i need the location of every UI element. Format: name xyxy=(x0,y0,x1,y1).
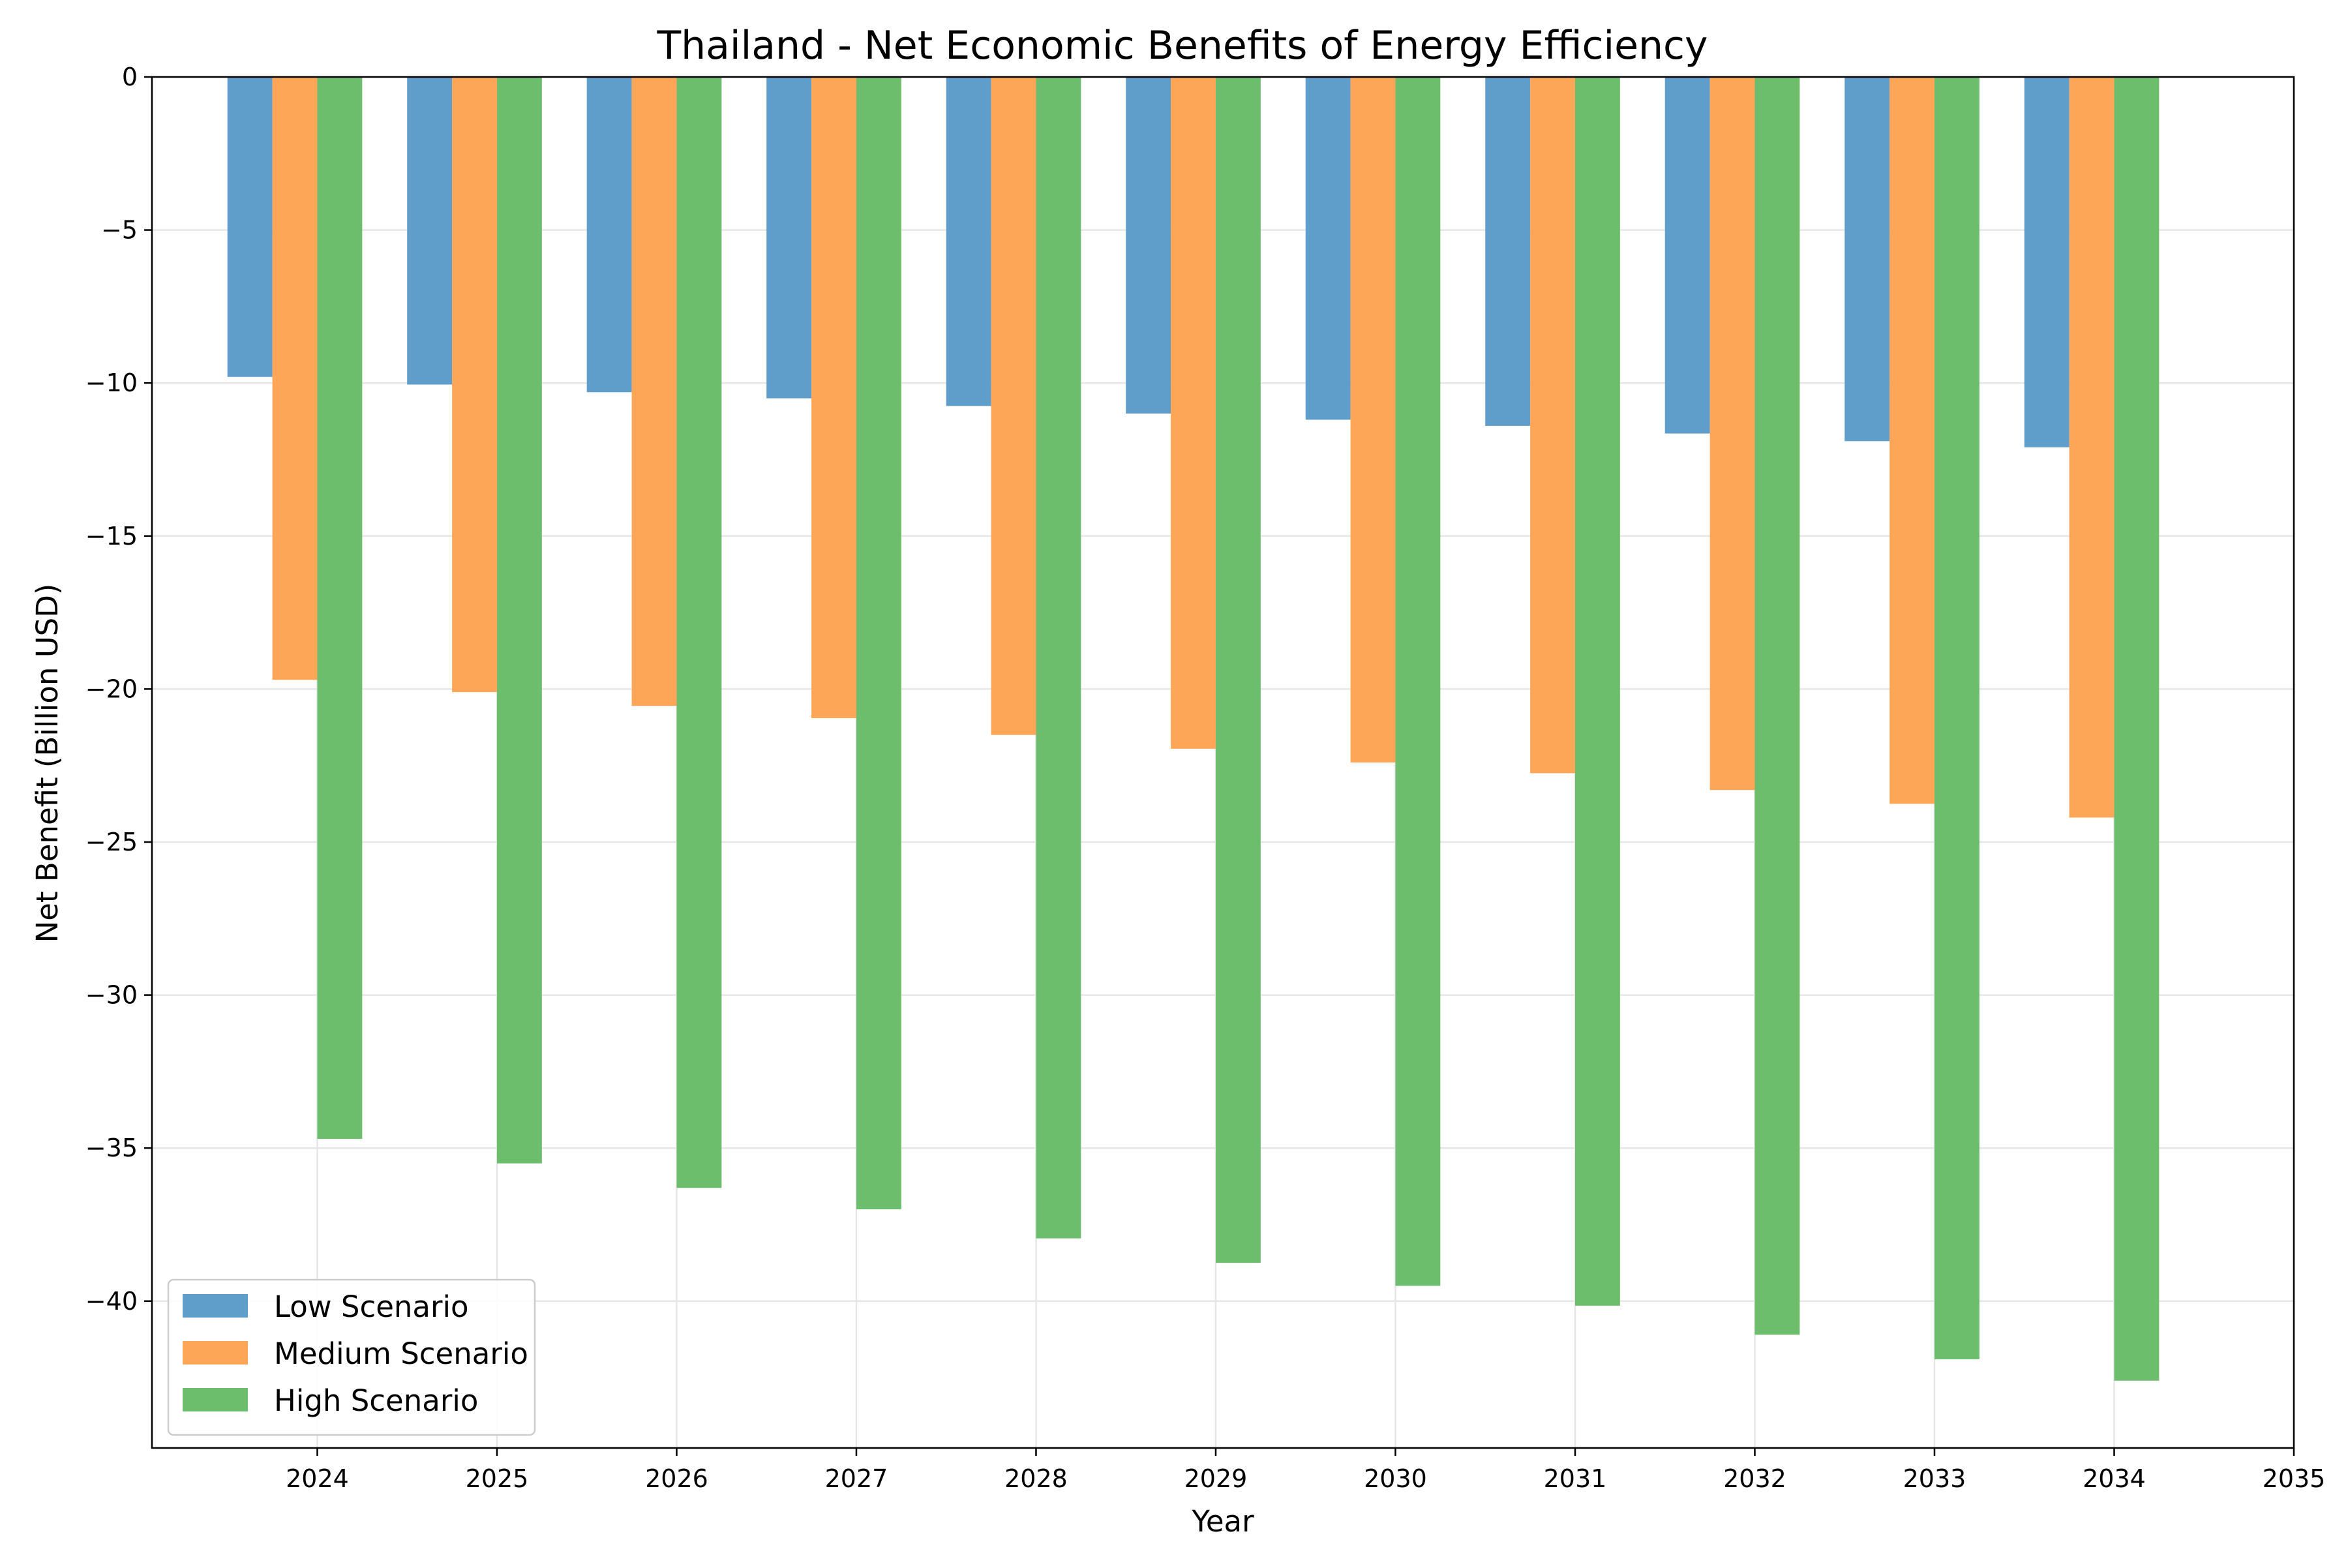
bar-low-scenario-2029 xyxy=(1126,77,1171,414)
bar-low-scenario-2027 xyxy=(766,77,812,399)
bar-low-scenario-2028 xyxy=(946,77,991,406)
bar-medium-scenario-2030 xyxy=(1350,77,1396,762)
bar-medium-scenario-2024 xyxy=(272,77,318,680)
y-axis-label: Net Benefit (Billion USD) xyxy=(30,584,65,943)
bar-high-scenario-2034 xyxy=(2114,77,2160,1381)
x-tick-label: 2025 xyxy=(466,1464,529,1493)
legend-swatch xyxy=(183,1388,248,1411)
legend-swatch xyxy=(183,1341,248,1364)
y-tick-label: −25 xyxy=(85,828,138,856)
bar-low-scenario-2026 xyxy=(586,77,632,393)
axis-ticks: 0 −5 −10 −15 −20 −25 −30 −35 −40 2024 2025 2026 2027… xyxy=(85,63,2326,1493)
legend: Low Scenario Medium Scenario High Scenario xyxy=(167,1278,536,1436)
bar-high-scenario-2026 xyxy=(676,77,722,1188)
bar-low-scenario-2031 xyxy=(1485,77,1531,426)
bar-medium-scenario-2032 xyxy=(1709,77,1755,791)
chart-title: Thailand - Net Economic Benefits of Ener… xyxy=(656,23,1708,68)
legend-label: High Scenario xyxy=(274,1383,478,1418)
bar-high-scenario-2033 xyxy=(1934,77,1979,1359)
bar-low-scenario-2030 xyxy=(1305,77,1351,420)
y-tick-label: −15 xyxy=(85,522,138,550)
x-tick-label: 2034 xyxy=(2083,1464,2146,1493)
x-tick-label: 2035 xyxy=(2263,1464,2326,1493)
x-axis-label: Year xyxy=(1191,1504,1254,1539)
legend-label: Medium Scenario xyxy=(274,1336,528,1371)
legend-swatch xyxy=(183,1294,248,1318)
bar-medium-scenario-2034 xyxy=(2069,77,2115,818)
y-tick-label: −20 xyxy=(85,674,138,703)
bar-low-scenario-2033 xyxy=(1844,77,1890,442)
bar-high-scenario-2027 xyxy=(856,77,901,1210)
x-tick-label: 2028 xyxy=(1004,1464,1068,1493)
y-tick-label: 0 xyxy=(122,63,138,91)
bars xyxy=(227,77,2160,1381)
bar-high-scenario-2025 xyxy=(496,77,542,1164)
x-tick-label: 2026 xyxy=(645,1464,708,1493)
x-tick-label: 2027 xyxy=(825,1464,888,1493)
bar-high-scenario-2031 xyxy=(1574,77,1620,1306)
bar-medium-scenario-2026 xyxy=(631,77,677,706)
x-tick-label: 2030 xyxy=(1364,1464,1427,1493)
bar-medium-scenario-2033 xyxy=(1889,77,1934,804)
bar-high-scenario-2029 xyxy=(1215,77,1261,1263)
x-tick-label: 2031 xyxy=(1544,1464,1607,1493)
x-tick-label: 2024 xyxy=(286,1464,349,1493)
y-tick-label: −35 xyxy=(85,1134,138,1162)
x-tick-label: 2032 xyxy=(1723,1464,1786,1493)
bar-medium-scenario-2031 xyxy=(1530,77,1575,774)
bar-medium-scenario-2027 xyxy=(811,77,856,718)
bar-medium-scenario-2029 xyxy=(1171,77,1216,749)
plot-frame xyxy=(151,76,2295,1449)
legend-label: Low Scenario xyxy=(274,1289,469,1324)
bar-high-scenario-2024 xyxy=(317,77,363,1139)
legend-box xyxy=(167,1278,536,1436)
x-tick-label: 2033 xyxy=(1903,1464,1966,1493)
bar-high-scenario-2028 xyxy=(1036,77,1081,1239)
bar-medium-scenario-2025 xyxy=(452,77,497,693)
y-tick-label: −40 xyxy=(85,1287,138,1316)
bar-low-scenario-2025 xyxy=(407,77,453,385)
y-tick-label: −30 xyxy=(85,981,138,1010)
x-tick-label: 2029 xyxy=(1184,1464,1248,1493)
bar-low-scenario-2032 xyxy=(1664,77,1710,434)
y-tick-label: −5 xyxy=(101,216,138,245)
bar-high-scenario-2030 xyxy=(1395,77,1441,1286)
bar-medium-scenario-2028 xyxy=(991,77,1036,735)
y-tick-label: −10 xyxy=(85,369,138,397)
bar-high-scenario-2032 xyxy=(1754,77,1800,1335)
bar-low-scenario-2024 xyxy=(227,77,273,377)
bar-low-scenario-2034 xyxy=(2024,77,2070,447)
